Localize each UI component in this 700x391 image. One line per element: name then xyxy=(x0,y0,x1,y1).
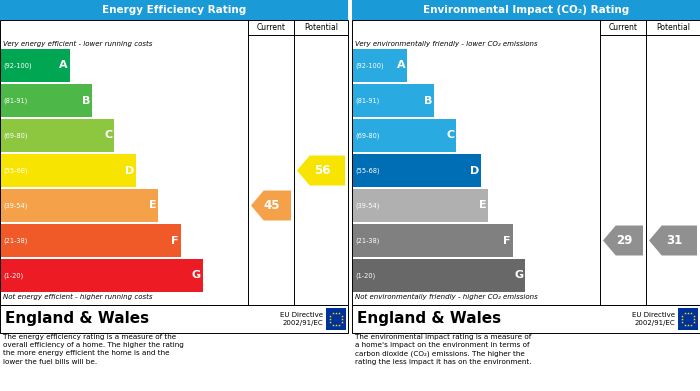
Text: C: C xyxy=(104,131,112,140)
Text: 56: 56 xyxy=(314,164,330,177)
Text: (92-100): (92-100) xyxy=(3,62,31,69)
Bar xyxy=(0,305,348,333)
Bar xyxy=(353,84,434,117)
Polygon shape xyxy=(603,226,643,255)
Polygon shape xyxy=(649,226,697,255)
Bar xyxy=(1,259,203,292)
Text: (69-80): (69-80) xyxy=(3,132,27,139)
Text: 29: 29 xyxy=(616,234,632,247)
Bar xyxy=(353,224,513,257)
Text: 31: 31 xyxy=(666,234,682,247)
Bar xyxy=(353,259,525,292)
Text: The energy efficiency rating is a measure of the
overall efficiency of a home. T: The energy efficiency rating is a measur… xyxy=(3,334,184,365)
Text: (39-54): (39-54) xyxy=(3,202,27,209)
Text: A: A xyxy=(60,61,68,70)
Text: G: G xyxy=(192,271,201,280)
Text: The environmental impact rating is a measure of
a home's impact on the environme: The environmental impact rating is a mea… xyxy=(355,334,531,365)
Bar xyxy=(1,224,181,257)
Text: (55-68): (55-68) xyxy=(355,167,379,174)
Bar xyxy=(353,49,407,82)
Bar xyxy=(0,0,348,20)
Text: G: G xyxy=(514,271,523,280)
Bar xyxy=(326,308,346,330)
Text: D: D xyxy=(470,165,479,176)
Text: England & Wales: England & Wales xyxy=(5,312,149,326)
Text: Not environmentally friendly - higher CO₂ emissions: Not environmentally friendly - higher CO… xyxy=(355,294,538,300)
Polygon shape xyxy=(251,190,291,221)
Text: C: C xyxy=(446,131,454,140)
Text: E: E xyxy=(149,201,156,210)
Text: F: F xyxy=(171,235,178,246)
Text: (81-91): (81-91) xyxy=(355,97,379,104)
Bar xyxy=(352,20,700,305)
Text: Potential: Potential xyxy=(656,23,690,32)
Bar xyxy=(678,308,698,330)
Text: Environmental Impact (CO₂) Rating: Environmental Impact (CO₂) Rating xyxy=(423,5,629,15)
Text: Potential: Potential xyxy=(304,23,338,32)
Text: (92-100): (92-100) xyxy=(355,62,384,69)
Text: Current: Current xyxy=(608,23,638,32)
Text: Current: Current xyxy=(256,23,286,32)
Bar xyxy=(0,20,348,305)
Text: Not energy efficient - higher running costs: Not energy efficient - higher running co… xyxy=(3,294,153,300)
Bar xyxy=(353,154,481,187)
Bar xyxy=(1,119,114,152)
Text: B: B xyxy=(424,95,432,106)
Text: A: A xyxy=(396,61,405,70)
Bar xyxy=(1,84,92,117)
Bar xyxy=(353,189,489,222)
Text: 45: 45 xyxy=(264,199,280,212)
Text: EU Directive
2002/91/EC: EU Directive 2002/91/EC xyxy=(280,312,323,326)
Text: (81-91): (81-91) xyxy=(3,97,27,104)
Text: (21-38): (21-38) xyxy=(355,237,379,244)
Text: B: B xyxy=(82,95,90,106)
Text: (39-54): (39-54) xyxy=(355,202,379,209)
Text: (1-20): (1-20) xyxy=(355,272,375,279)
Bar xyxy=(352,305,700,333)
Text: F: F xyxy=(503,235,511,246)
Text: (69-80): (69-80) xyxy=(355,132,379,139)
Bar xyxy=(353,119,456,152)
Text: E: E xyxy=(479,201,486,210)
Text: Very energy efficient - lower running costs: Very energy efficient - lower running co… xyxy=(3,41,153,47)
Text: England & Wales: England & Wales xyxy=(357,312,501,326)
Bar xyxy=(352,0,700,20)
Text: EU Directive
2002/91/EC: EU Directive 2002/91/EC xyxy=(632,312,675,326)
Text: (1-20): (1-20) xyxy=(3,272,23,279)
Text: (21-38): (21-38) xyxy=(3,237,27,244)
Text: D: D xyxy=(125,165,134,176)
Bar xyxy=(1,49,70,82)
Text: Very environmentally friendly - lower CO₂ emissions: Very environmentally friendly - lower CO… xyxy=(355,41,538,47)
Text: (55-68): (55-68) xyxy=(3,167,27,174)
Bar xyxy=(1,154,136,187)
Text: Energy Efficiency Rating: Energy Efficiency Rating xyxy=(102,5,246,15)
Polygon shape xyxy=(297,156,345,185)
Bar xyxy=(1,189,158,222)
